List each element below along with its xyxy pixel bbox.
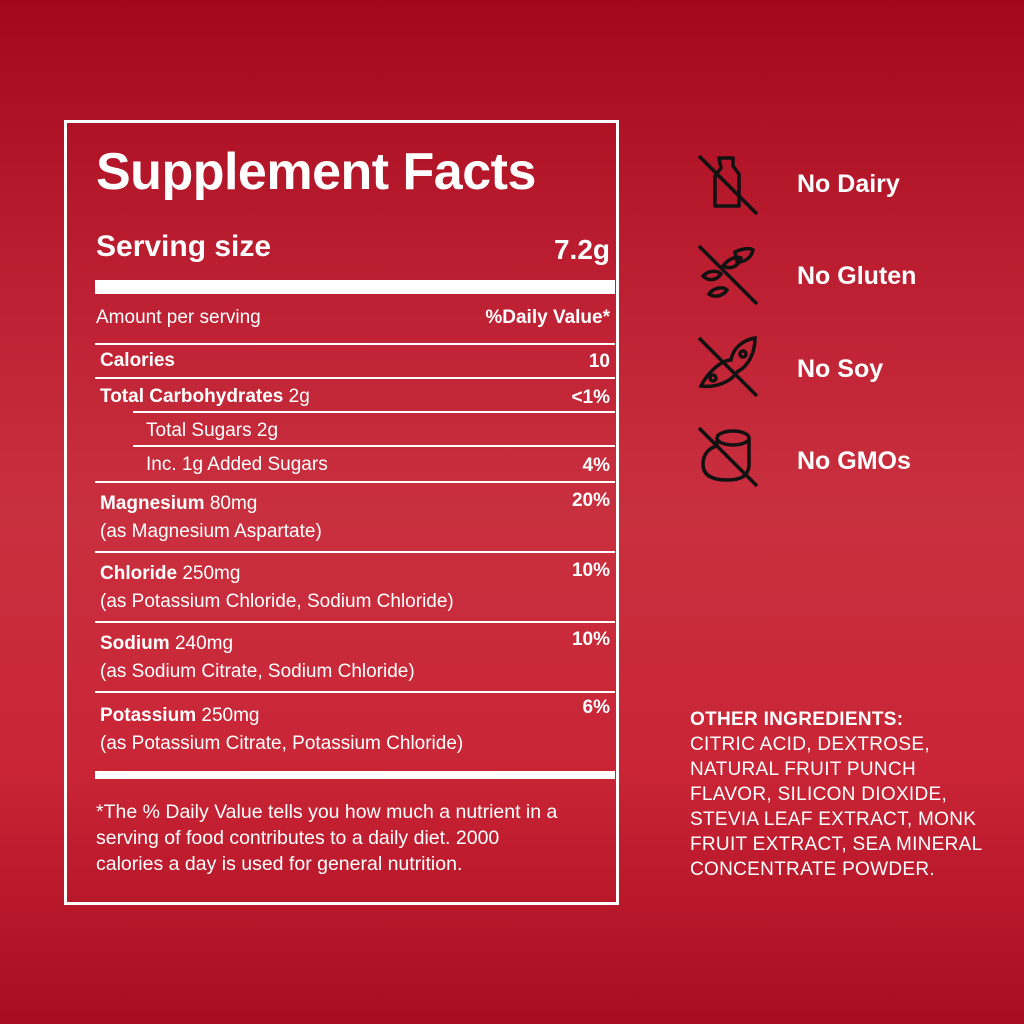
divider xyxy=(133,445,615,447)
divider xyxy=(133,411,615,413)
ingredients-line: CITRIC ACID, DEXTROSE, xyxy=(690,734,930,755)
row-dv: 10 xyxy=(588,351,610,372)
row-source: (as Potassium Citrate, Potassium Chlorid… xyxy=(100,733,464,754)
row-source: (as Magnesium Aspartate) xyxy=(100,521,322,542)
serving-size-value: 7.2g xyxy=(553,234,610,265)
row-name: Sodium xyxy=(100,633,170,654)
nutrient-potassium: Potassium 250mg (as Potassium Citrate, Po… xyxy=(100,702,463,758)
row-amount: 250mg xyxy=(182,563,241,584)
ingredients-line: FLAVOR, SILICON DIOXIDE, xyxy=(690,784,948,805)
row-source: (as Potassium Chloride, Sodium Chloride) xyxy=(100,591,454,612)
row-name: Total Carbohydrates xyxy=(100,386,284,407)
row-name: Calories xyxy=(100,350,175,371)
row-dv: 10% xyxy=(571,629,610,650)
other-ingredients: OTHER INGREDIENTS: CITRIC ACID, DEXTROSE… xyxy=(690,707,983,882)
claim-no-gluten: No Gluten xyxy=(797,262,917,290)
row-dv: <1% xyxy=(571,387,610,408)
row-name: Total Sugars 2g xyxy=(146,420,279,441)
nutrient-sodium: Sodium 240mg (as Sodium Citrate, Sodium C… xyxy=(100,630,415,686)
divider xyxy=(95,621,615,623)
thick-divider xyxy=(95,771,615,779)
footnote: *The % Daily Value tells you how much a … xyxy=(96,799,557,877)
thick-divider xyxy=(95,280,615,294)
ingredients-line: FRUIT EXTRACT, SEA MINERAL xyxy=(690,834,983,855)
row-dv: 4% xyxy=(582,455,610,476)
row-dv: 20% xyxy=(571,490,610,511)
row-amount: 250mg xyxy=(201,705,260,726)
panel-title: Supplement Facts xyxy=(96,143,536,201)
no-gluten-icon xyxy=(697,244,759,306)
ingredients-line: CONCENTRATE POWDER. xyxy=(690,859,935,880)
row-name: Potassium xyxy=(100,705,197,726)
ingredients-heading: OTHER INGREDIENTS: xyxy=(690,709,904,730)
ingredients-line: STEVIA LEAF EXTRACT, MONK xyxy=(690,809,977,830)
footnote-line: *The % Daily Value tells you how much a … xyxy=(96,801,558,823)
row-label: Total Carbohydrates 2g xyxy=(100,386,310,408)
no-dairy-icon xyxy=(697,154,759,216)
amount-header: Amount per serving xyxy=(96,307,261,328)
row-dv: 6% xyxy=(582,697,610,718)
row-name: Chloride xyxy=(100,563,178,584)
row-name: Inc. 1g Added Sugars xyxy=(146,454,328,475)
serving-size-label: Serving size xyxy=(96,230,272,263)
row-dv: 10% xyxy=(571,560,610,581)
no-soy-icon xyxy=(697,335,759,398)
supplement-facts-panel xyxy=(64,120,619,905)
claim-no-dairy: No Dairy xyxy=(797,170,900,198)
row-amount: 2g xyxy=(288,386,310,407)
row-amount: 240mg xyxy=(174,633,234,654)
nutrient-chloride: Chloride 250mg (as Potassium Chloride, So… xyxy=(100,560,454,616)
ingredients-line: NATURAL FRUIT PUNCH xyxy=(690,759,916,780)
no-gmo-icon xyxy=(697,426,759,488)
claim-no-soy: No Soy xyxy=(797,355,884,383)
nutrient-magnesium: Magnesium 80mg (as Magnesium Aspartate) xyxy=(100,490,322,546)
divider xyxy=(95,377,615,379)
divider xyxy=(95,343,615,345)
footnote-line: calories a day is used for general nutri… xyxy=(96,853,463,875)
row-name: Magnesium xyxy=(100,493,205,514)
row-amount: 80mg xyxy=(209,493,258,514)
row-source: (as Sodium Citrate, Sodium Chloride) xyxy=(100,661,415,682)
claim-no-gmos: No GMOs xyxy=(797,447,911,475)
divider xyxy=(95,691,615,693)
divider xyxy=(95,481,615,483)
divider xyxy=(95,551,615,553)
dv-header: %Daily Value* xyxy=(485,307,610,328)
footnote-line: serving of food contributes to a daily d… xyxy=(96,827,500,849)
